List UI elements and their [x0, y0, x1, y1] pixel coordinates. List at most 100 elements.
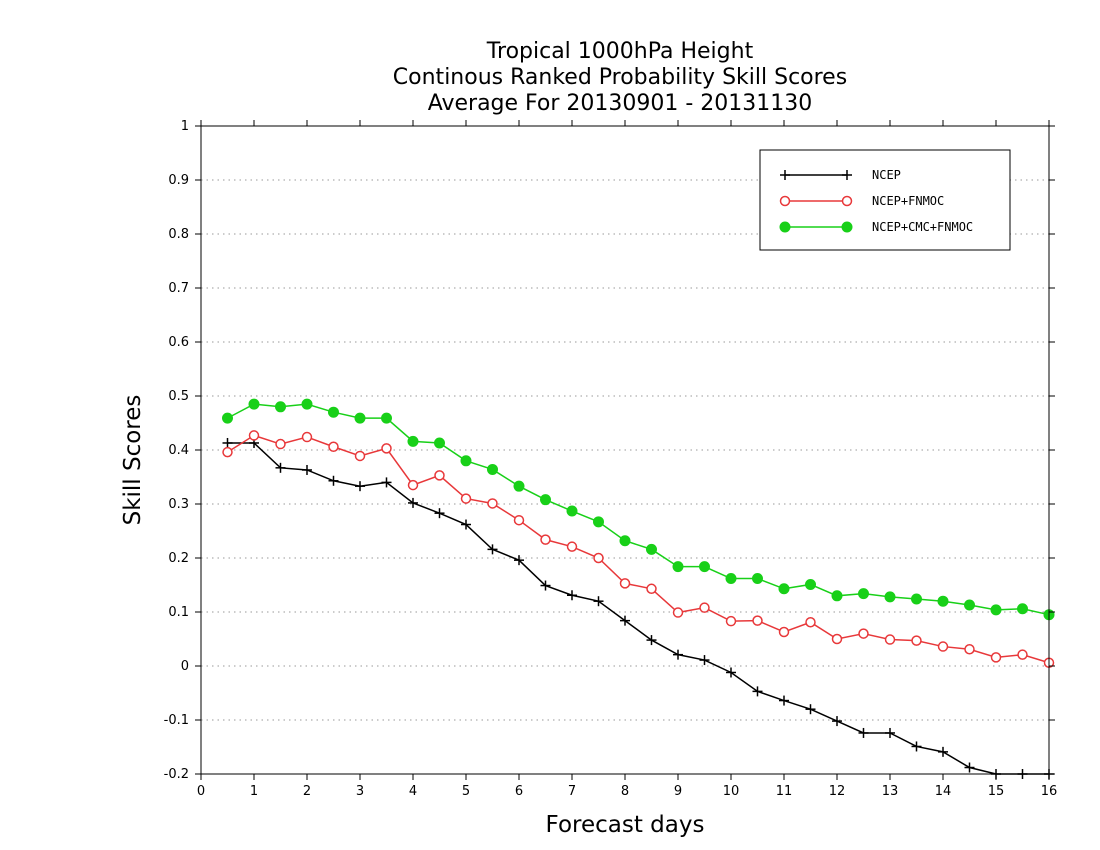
- x-tick-label-2: 2: [303, 784, 311, 799]
- data-point-0-4: [328, 475, 339, 486]
- data-point-2-15: [619, 535, 631, 547]
- x-tick-label-11: 11: [776, 784, 793, 799]
- data-point-2-9: [460, 455, 472, 467]
- data-point-1-21: [778, 626, 790, 638]
- data-point-2-26: [911, 593, 922, 605]
- data-point-2-1: [248, 398, 260, 410]
- data-point-2-28: [964, 599, 975, 611]
- data-point-0-25: [885, 727, 895, 738]
- data-point-2-2: [275, 401, 286, 413]
- legend-entry-1: NCEP+FNMOC: [779, 194, 944, 208]
- data-point-1-30: [1017, 649, 1028, 660]
- legend-entry-2: NCEP+CMC+FNMOC: [779, 220, 973, 234]
- data-point-0-0: [222, 437, 233, 448]
- data-point-1-13: [566, 541, 578, 552]
- data-point-2-29: [990, 604, 1002, 616]
- x-tick-label-0: 0: [197, 784, 205, 799]
- data-point-2-5: [354, 412, 366, 424]
- data-point-0-24: [858, 727, 869, 738]
- series-1: [222, 430, 1055, 669]
- data-point-2-0: [222, 412, 233, 424]
- data-point-1-27: [937, 641, 949, 652]
- data-point-1-0: [222, 446, 233, 458]
- x-tick-label-5: 5: [462, 784, 470, 799]
- data-point-0-17: [673, 649, 683, 660]
- data-point-0-18: [699, 655, 710, 666]
- data-point-0-8: [434, 508, 445, 519]
- data-point-2-4: [328, 406, 339, 418]
- data-point-0-11: [514, 555, 524, 566]
- y-tick-label-8: 0.6: [168, 335, 189, 350]
- data-point-0-7: [408, 497, 418, 508]
- data-point-0-27: [938, 746, 948, 757]
- legend-marker-right-1: [841, 195, 853, 207]
- x-tick-label-1: 1: [250, 784, 258, 799]
- y-tick-label-7: 0.5: [168, 389, 189, 404]
- data-point-2-19: [725, 573, 737, 585]
- data-point-1-17: [672, 607, 684, 618]
- data-point-2-8: [434, 437, 445, 449]
- legend-entry-0: NCEP: [780, 168, 901, 182]
- data-point-0-28: [964, 762, 975, 773]
- x-tick-label-4: 4: [409, 784, 417, 799]
- data-point-2-16: [646, 543, 657, 555]
- data-point-2-30: [1017, 603, 1028, 615]
- data-point-1-22: [805, 617, 816, 628]
- data-point-0-13: [567, 590, 577, 601]
- legend-label-0: NCEP: [872, 168, 901, 182]
- y-tick-label-4: 0.2: [168, 551, 189, 566]
- data-point-2-14: [593, 516, 604, 528]
- data-point-1-23: [831, 633, 843, 645]
- data-point-0-12: [540, 580, 551, 591]
- legend-marker-left-0: [780, 170, 790, 180]
- data-point-1-11: [513, 514, 525, 526]
- data-point-2-27: [937, 595, 949, 607]
- x-tick-label-8: 8: [621, 784, 629, 799]
- data-point-2-17: [672, 561, 684, 573]
- data-point-1-14: [593, 552, 604, 564]
- data-point-2-12: [540, 494, 551, 506]
- y-tick-label-12: 1: [181, 119, 189, 134]
- data-point-2-25: [884, 591, 896, 603]
- series-lines: [222, 398, 1055, 779]
- y-tick-label-2: 0: [181, 659, 189, 674]
- x-tick-label-10: 10: [723, 784, 740, 799]
- data-point-0-22: [805, 704, 816, 715]
- data-point-0-15: [620, 615, 630, 626]
- data-point-1-1: [248, 430, 260, 441]
- data-point-0-10: [487, 544, 498, 555]
- data-point-0-9: [461, 519, 471, 530]
- data-point-0-20: [752, 686, 763, 697]
- legend-marker-left-2: [779, 221, 791, 233]
- data-point-2-18: [699, 561, 710, 573]
- x-axis: 0 1 2 3 4 5 6 7 8 9 10 11 12 13 14 15 16: [197, 120, 1057, 799]
- y-tick-label-10: 0.8: [168, 227, 189, 242]
- y-tick-label-3: 0.1: [168, 605, 189, 620]
- x-tick-label-6: 6: [515, 784, 523, 799]
- data-point-1-6: [381, 443, 392, 454]
- data-point-0-16: [646, 635, 657, 646]
- x-tick-label-16: 16: [1041, 784, 1058, 799]
- series-2: [222, 398, 1055, 621]
- y-tick-label-9: 0.7: [168, 281, 189, 296]
- data-point-2-11: [513, 480, 525, 492]
- x-tick-label-13: 13: [882, 784, 899, 799]
- data-point-0-14: [593, 596, 604, 607]
- data-point-1-10: [487, 498, 498, 509]
- chart-title-line-1: Tropical 1000hPa Height: [486, 39, 754, 64]
- series-0: [222, 437, 1054, 779]
- data-point-0-6: [381, 477, 392, 488]
- y-axis: -0.2 -0.1 0 0.1 0.2 0.3 0.4 0.5 0.6 0.7 0.8 0.9 1: [164, 119, 1055, 782]
- data-point-2-20: [752, 573, 763, 585]
- legend: NCEP NCEP+FNMOC NCEP+CMC+FNMOC: [759, 149, 1011, 251]
- data-point-1-24: [858, 628, 869, 639]
- data-point-0-26: [911, 741, 922, 752]
- data-point-1-15: [619, 578, 631, 589]
- y-tick-label-11: 0.9: [168, 173, 189, 188]
- data-point-0-23: [832, 716, 842, 727]
- x-axis-title: Forecast days: [546, 812, 705, 838]
- data-point-2-13: [566, 505, 578, 517]
- data-point-0-19: [726, 667, 736, 678]
- chart-title-line-3: Average For 20130901 - 20131130: [428, 91, 813, 116]
